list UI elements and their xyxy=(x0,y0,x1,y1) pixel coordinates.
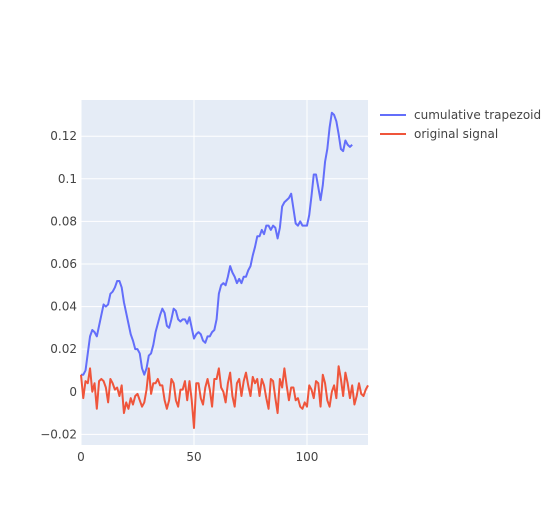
legend: cumulative trapezoid original signal xyxy=(380,108,541,141)
y-tick-label: 0 xyxy=(69,385,77,399)
series-lines xyxy=(80,111,369,429)
series-line-2 xyxy=(80,365,369,429)
legend-item[interactable]: original signal xyxy=(380,127,498,141)
y-tick-label: 0.12 xyxy=(50,129,77,143)
legend-item[interactable]: cumulative trapezoid xyxy=(380,108,541,122)
y-tick-label: −0.02 xyxy=(40,427,77,441)
plot-background xyxy=(81,100,368,445)
x-tick-label: 100 xyxy=(296,450,319,464)
legend-label: original signal xyxy=(414,127,498,141)
legend-label: cumulative trapezoid xyxy=(414,108,541,122)
x-tick-label: 50 xyxy=(186,450,201,464)
grid-lines xyxy=(80,100,368,445)
series-line-1 xyxy=(81,111,353,376)
y-tick-label: 0.06 xyxy=(50,257,77,271)
y-tick-label: 0.1 xyxy=(58,172,77,186)
x-axis-ticks: 0 50 100 xyxy=(77,450,318,464)
x-tick-label: 0 xyxy=(77,450,85,464)
y-tick-label: 0.04 xyxy=(50,300,77,314)
y-tick-label: 0.08 xyxy=(50,214,77,228)
y-tick-label: 0.02 xyxy=(50,342,77,356)
y-axis-ticks: −0.02 0 0.02 0.04 0.06 0.08 0.1 0.12 xyxy=(40,129,77,441)
